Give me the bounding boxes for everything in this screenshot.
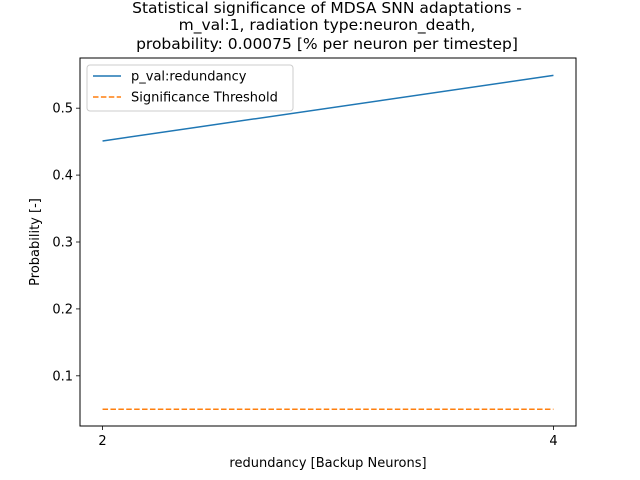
x-tick-label-2: 2 bbox=[98, 434, 106, 449]
y-tick-label-0.3: 0.3 bbox=[52, 236, 73, 251]
y-axis-label: Probability [-] bbox=[28, 198, 43, 286]
chart-title: Statistical significance of MDSA SNN ada… bbox=[132, 0, 522, 53]
legend-label-2: Significance Threshold bbox=[131, 91, 278, 106]
legend-box bbox=[86, 64, 294, 112]
y-tick-label-0.5: 0.5 bbox=[52, 102, 73, 117]
title-line-2: m_val:1, radiation type:neuron_death, bbox=[179, 16, 476, 35]
y-tick-label-0.2: 0.2 bbox=[52, 302, 73, 317]
legend-label-1: p_val:redundancy bbox=[131, 70, 247, 85]
y-tick-label-0.1: 0.1 bbox=[52, 369, 73, 384]
x-axis-label: redundancy [Backup Neurons] bbox=[229, 456, 426, 471]
y-tick-label-0.4: 0.4 bbox=[52, 169, 73, 184]
series-line-1 bbox=[102, 74, 554, 142]
plot-frame bbox=[79, 57, 577, 427]
y-axis: 0.1 0.2 0.3 0.4 0.5 bbox=[52, 102, 80, 384]
legend: p_val:redundancy Significance Threshold bbox=[86, 64, 294, 112]
series-layer bbox=[102, 74, 554, 411]
title-line-1: Statistical significance of MDSA SNN ada… bbox=[132, 0, 522, 17]
plot-area bbox=[79, 57, 577, 427]
x-tick-label-4: 4 bbox=[549, 434, 557, 449]
title-line-3: probability: 0.00075 [% per neuron per t… bbox=[136, 35, 518, 53]
